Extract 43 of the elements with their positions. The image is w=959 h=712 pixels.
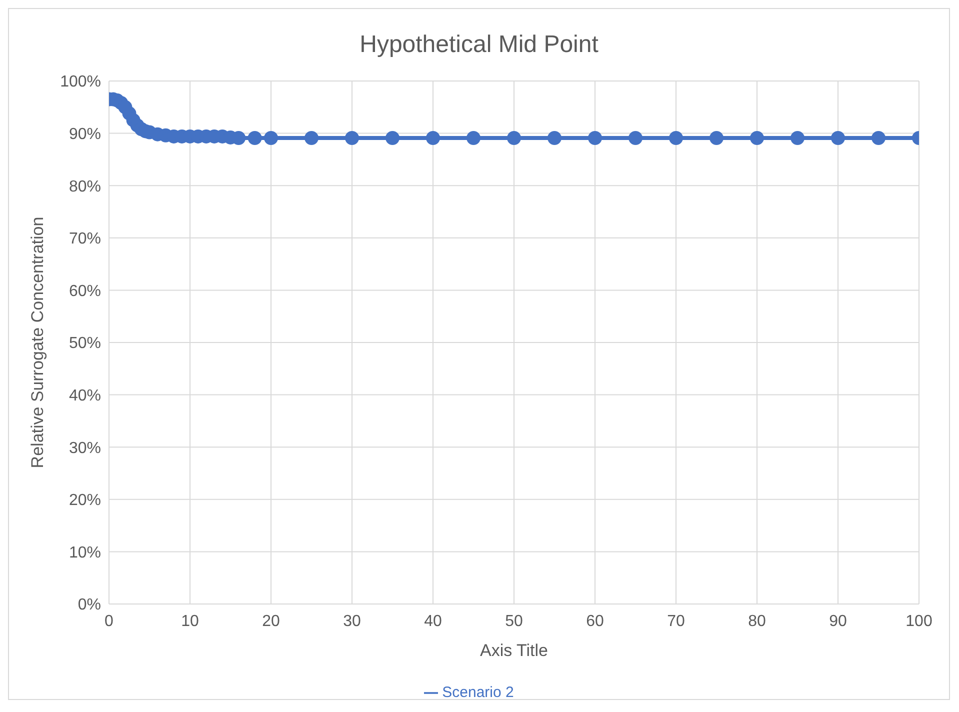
point xyxy=(628,131,642,146)
y-tick-label: 0% xyxy=(78,596,101,614)
chart-title: Hypothetical Mid Point xyxy=(358,30,600,60)
point xyxy=(790,131,804,146)
y-tick-label: 30% xyxy=(68,440,101,457)
y-tick-label: 10% xyxy=(68,544,101,562)
legend-label: Scenario 2 xyxy=(442,684,514,701)
x-tick-label: 40 xyxy=(424,613,442,630)
point xyxy=(386,131,400,146)
x-axis-title: Axis Title xyxy=(480,641,548,660)
x-tick-label: 50 xyxy=(505,613,523,630)
point xyxy=(426,131,440,146)
point xyxy=(548,131,562,146)
x-tick-label: 100 xyxy=(906,613,932,630)
point xyxy=(588,131,602,146)
x-tick-label: 90 xyxy=(829,613,847,630)
y-tick-label: 50% xyxy=(68,335,101,352)
point xyxy=(466,131,480,146)
point xyxy=(831,131,845,146)
x-tick-label: 80 xyxy=(748,613,766,630)
y-tick-label: 70% xyxy=(68,230,101,248)
point xyxy=(345,131,359,146)
point xyxy=(669,131,683,146)
point xyxy=(507,131,521,146)
x-tick-label: 10 xyxy=(181,613,199,630)
x-tick-label: 60 xyxy=(586,613,604,630)
point xyxy=(872,131,886,146)
point xyxy=(264,131,278,146)
point xyxy=(710,131,724,146)
x-tick-label: 0 xyxy=(104,613,114,630)
x-tick-label: 30 xyxy=(343,613,361,630)
y-tick-label: 60% xyxy=(68,282,101,300)
point xyxy=(304,131,318,146)
y-tick-label: 20% xyxy=(68,492,101,510)
x-tick-label: 20 xyxy=(262,613,280,630)
point xyxy=(248,131,262,146)
y-tick-label: 100% xyxy=(60,74,101,91)
y-tick-label: 80% xyxy=(68,178,101,196)
point xyxy=(750,131,764,146)
y-axis-title: Relative Surrogate Concentration xyxy=(28,216,48,468)
x-tick-label: 70 xyxy=(667,613,685,630)
y-tick-label: 40% xyxy=(68,387,101,404)
y-tick-label: 90% xyxy=(68,126,101,143)
